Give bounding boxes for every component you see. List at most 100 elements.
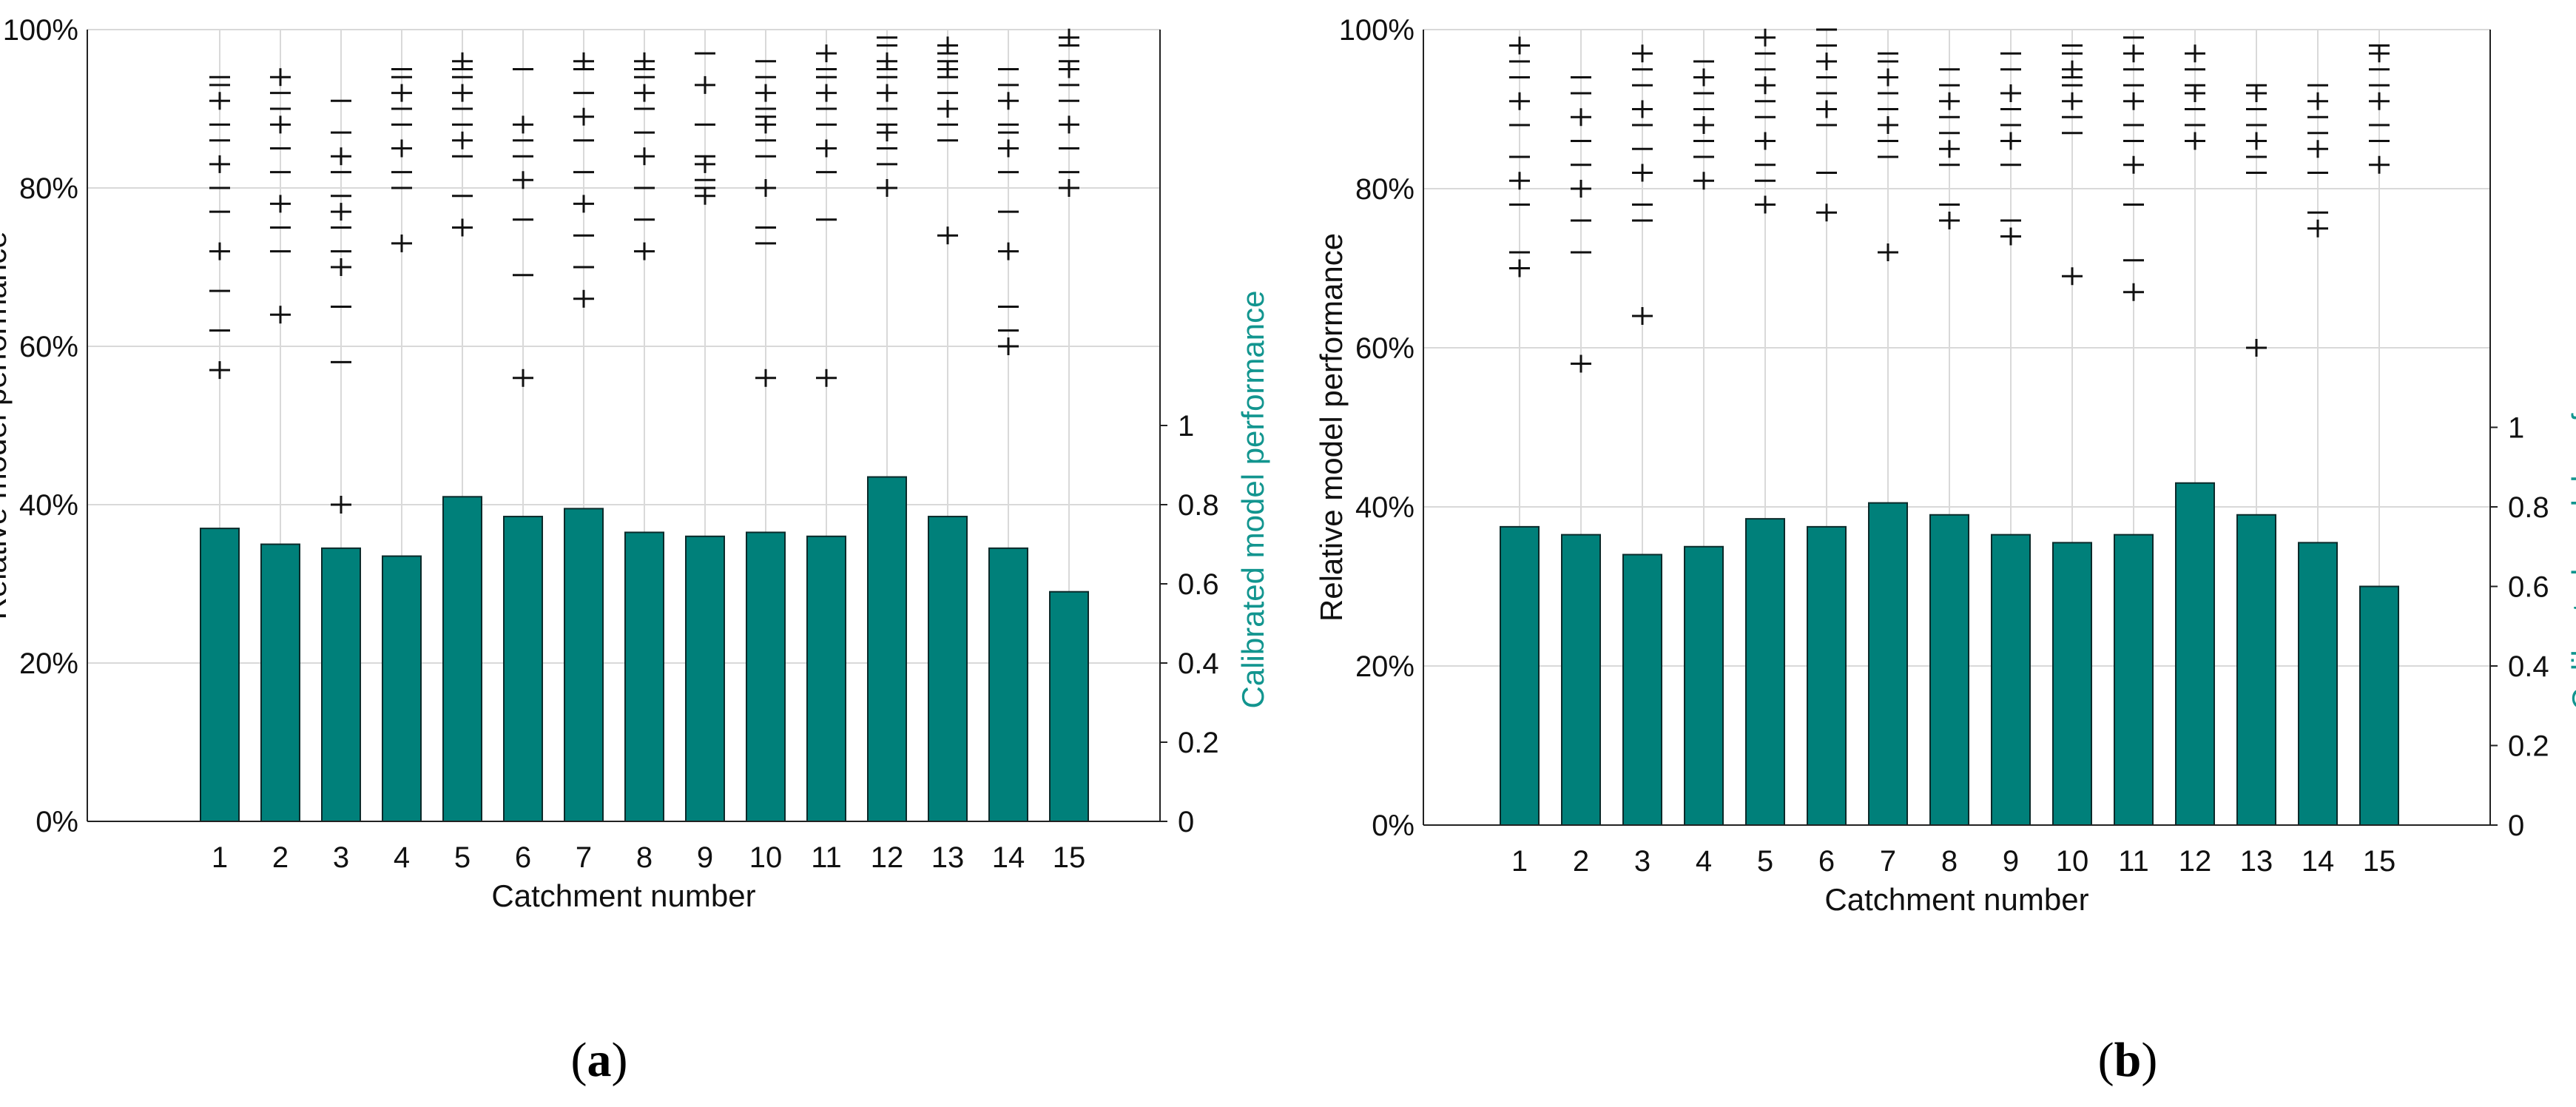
- chart-b-xtick-12: 12: [2179, 845, 2212, 878]
- chart-a-bar-3: [321, 547, 361, 822]
- chart-b-marker-11-3: [2123, 155, 2144, 174]
- chart-a-marker-13-9: [937, 36, 958, 55]
- caption-b-letter: b: [2114, 1033, 2142, 1087]
- chart-b-marker-13-6: [2246, 84, 2267, 102]
- chart-b-xtick-3: 3: [1634, 845, 1651, 878]
- chart-a-marker-7-0: [573, 289, 594, 308]
- chart-b-marker-11-6: [2123, 92, 2144, 110]
- chart-b-markers-7: [1878, 52, 1898, 261]
- chart-a-xlabel: Catchment number: [491, 878, 755, 913]
- chart-a-markers-8: [634, 52, 655, 260]
- chart-b-marker-14-6: [2307, 92, 2328, 110]
- chart-b-bar-8: [1929, 514, 1969, 826]
- chart-a-ytick-4: 80%: [19, 172, 78, 205]
- chart-a-marker-5-9: [452, 52, 473, 70]
- chart-a-xtick-8: 8: [636, 841, 653, 874]
- chart-b-bar-12: [2175, 482, 2215, 826]
- chart-b-xtick-15: 15: [2363, 845, 2396, 878]
- chart-b-xtick-10: 10: [2056, 845, 2089, 878]
- chart-a-marker-7-9: [573, 52, 594, 70]
- chart-b-ylabel: Relative model performance: [1314, 233, 1349, 622]
- chart-b-marker-10-0: [2062, 267, 2083, 286]
- chart-b-marker-3-0: [1632, 307, 1653, 325]
- chart-b-ytick-1: 20%: [1355, 650, 1415, 683]
- chart-a-marker-14-0: [998, 337, 1019, 355]
- chart-panel-a: 0% 20% 40% 60% 80% 100% 0 0.2 0.4 0.6 0.8 1 1 2 3 4 5 6 7 8…: [0, 14, 1270, 1087]
- chart-a-marker-14-3: [998, 242, 1019, 260]
- chart-b-marker-12-3: [2185, 84, 2205, 102]
- chart-a-marker-13-6: [937, 60, 958, 78]
- chart-b-svg: 0%20%40%60%80%100%00.20.40.60.811 2 3 4 5 6 7 8…: [1314, 14, 2576, 917]
- chart-b-bar-9: [1991, 534, 2031, 826]
- chart-a-bar-8: [624, 531, 664, 822]
- chart-a-ytick-right-2: 0.4: [1178, 647, 1219, 680]
- chart-a-marker-11-0: [816, 369, 837, 387]
- chart-a-bar-12: [867, 476, 907, 822]
- chart-a-marker-1-6: [209, 155, 230, 173]
- chart-b-marker-1-3: [1509, 172, 1530, 190]
- chart-b-marker-2-6: [1571, 108, 1591, 127]
- chart-a-marker-5-0: [452, 218, 473, 237]
- chart-a-marker-10-6: [755, 115, 776, 134]
- chart-a-marker-4-0: [391, 234, 412, 252]
- chart-a-marker-13-0: [937, 226, 958, 245]
- chart-b-marker-7-6: [1878, 68, 1898, 87]
- chart-panel-b: 0% 20% 40% 60% 80% 100% 0 0.2 0.4 0.6 0.8 1 1 2 3 4 5 6 7 8…: [1288, 0, 2576, 1107]
- chart-a-markers-9: [695, 52, 715, 205]
- chart-b-ytick-right-2: 0.4: [2508, 650, 2549, 683]
- chart-b-ytick-4: 80%: [1355, 173, 1415, 206]
- chart-a-xtick-15: 15: [1053, 841, 1086, 874]
- chart-b-ytick-3: 60%: [1355, 332, 1415, 365]
- chart-a-xtick-14: 14: [992, 841, 1025, 874]
- chart-b-markers-13: [2246, 84, 2267, 357]
- chart-b-marker-5-9: [1755, 28, 1776, 47]
- chart-a-marker-5-3: [452, 131, 473, 149]
- chart-b-marker-15-3: [2369, 92, 2390, 110]
- chart-b-marker-3-9: [1632, 44, 1653, 63]
- chart-a-marker-6-0: [513, 369, 533, 387]
- chart-b-xtick-5: 5: [1757, 845, 1773, 878]
- chart-a-marker-11-6: [816, 84, 837, 102]
- chart-a-marker-3-9: [331, 147, 351, 166]
- chart-b-bar-5: [1745, 518, 1785, 826]
- chart-a-marker-2-9: [270, 68, 291, 87]
- chart-b-ytick-2: 40%: [1355, 491, 1415, 524]
- chart-b-marker-4-6: [1693, 68, 1714, 87]
- chart-a-markers-6: [513, 68, 533, 387]
- chart-a-marker-14-6: [998, 139, 1019, 158]
- chart-a-ytick-1: 20%: [19, 647, 78, 680]
- chart-a-marker-7-6: [573, 107, 594, 126]
- chart-b-marker-5-0: [1755, 195, 1776, 214]
- chart-a-marker-1-0: [209, 361, 230, 380]
- chart-b-marker-6-3: [1816, 100, 1837, 118]
- caption-a-close: ): [611, 1033, 628, 1087]
- chart-a-xtick-2: 2: [272, 841, 289, 874]
- chart-a-marker-10-3: [755, 179, 776, 197]
- chart-a-bar-6: [503, 516, 543, 822]
- caption-b-close: ): [2141, 1033, 2158, 1087]
- chart-b-marker-14-3: [2307, 140, 2328, 158]
- chart-a-xtick-1: 1: [212, 841, 228, 874]
- chart-b-bar-7: [1868, 502, 1908, 826]
- chart-a-xtick-10: 10: [749, 841, 783, 874]
- chart-b-markers-4: [1693, 60, 1714, 190]
- chart-a-marker-15-9: [1059, 28, 1079, 47]
- chart-b-marker-3-3: [1632, 164, 1653, 182]
- chart-a-marker-11-9: [816, 44, 837, 63]
- chart-a-marker-14-9: [998, 92, 1019, 110]
- chart-b-marker-12-0: [2185, 132, 2205, 150]
- chart-a-bar-13: [928, 516, 968, 822]
- chart-b-bar-3: [1622, 554, 1662, 826]
- chart-b-ytick-right-1: 0.2: [2508, 730, 2549, 763]
- chart-a-bar-9: [685, 535, 725, 822]
- chart-a-xtick-9: 9: [697, 841, 713, 874]
- chart-b-bar-13: [2236, 514, 2276, 826]
- chart-a-marker-2-0: [270, 306, 291, 324]
- chart-a-ytick-right-5: 1: [1178, 410, 1194, 443]
- chart-a-markers-1: [209, 75, 230, 380]
- chart-a-svg: 0%20%40%60%80%100%00.20.40.60.811 2 3 4 5 6 7 8…: [0, 14, 1270, 913]
- chart-a-ytick-0: 0%: [36, 806, 78, 838]
- chart-b-marker-11-0: [2123, 283, 2144, 301]
- caption-a-open: (: [570, 1033, 587, 1087]
- chart-a-markers-4: [391, 68, 412, 252]
